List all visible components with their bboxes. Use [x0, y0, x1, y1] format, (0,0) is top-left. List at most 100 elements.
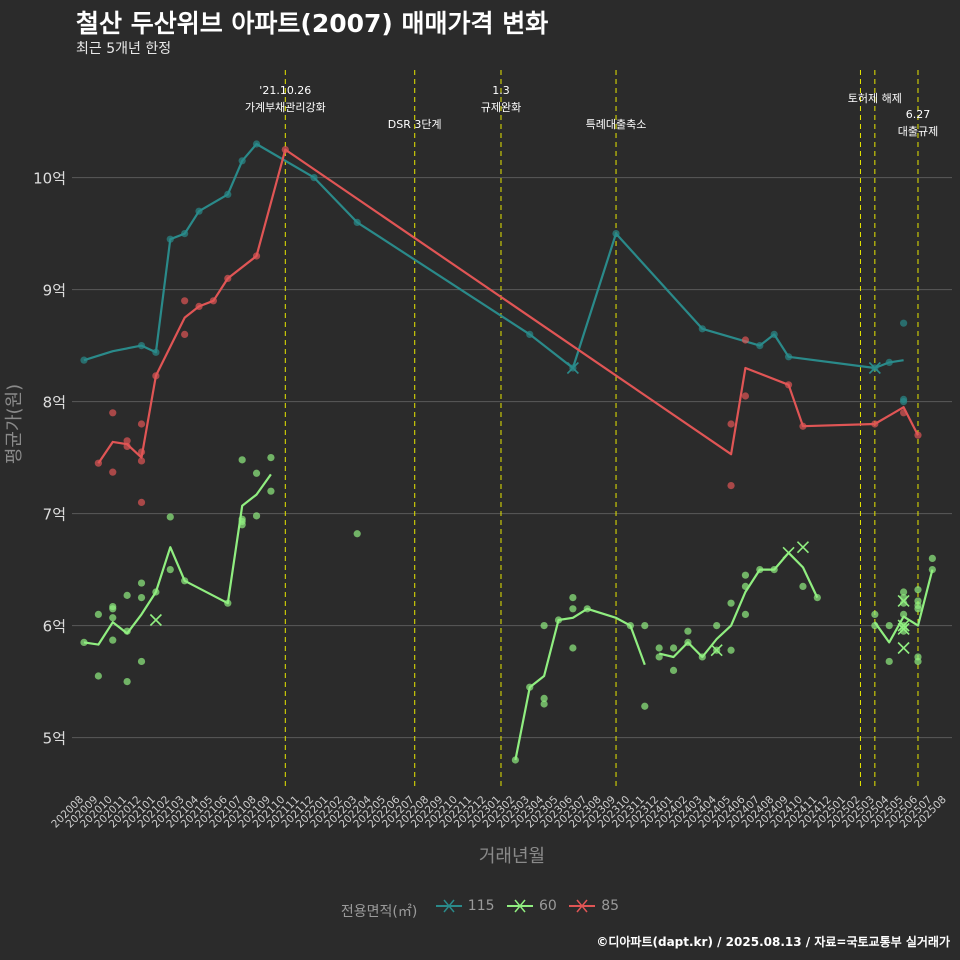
data-point-85 [252, 252, 261, 260]
data-point-60 [252, 469, 261, 477]
data-point-85 [871, 420, 879, 428]
data-point-85 [137, 420, 146, 428]
chart-subtitle: 최근 5개년 한정 [76, 41, 172, 57]
event-label: DSR 3단계 [388, 118, 442, 131]
event-label: 토허제 해제 [848, 91, 902, 105]
data-point-115 [770, 330, 778, 338]
data-point-60 [655, 644, 663, 652]
data-point-85 [281, 146, 289, 154]
data-point-60 [669, 644, 678, 652]
legend-key-115-icon [435, 899, 462, 913]
data-point-115 [756, 342, 764, 350]
y-tick-label: 7억 [43, 506, 66, 524]
data-point-60 [914, 605, 922, 613]
cross-point-60 [897, 622, 910, 636]
data-point-85 [109, 468, 117, 476]
series-line-85 [97, 148, 919, 464]
data-point-85 [195, 302, 203, 310]
data-point-60 [94, 610, 102, 619]
data-point-115 [784, 353, 793, 361]
data-point-60 [641, 702, 649, 710]
data-point-60 [928, 554, 936, 563]
data-point-115 [238, 157, 246, 165]
data-point-60 [655, 653, 663, 661]
data-point-60 [137, 594, 146, 602]
data-point-60 [238, 456, 246, 464]
data-point-115 [181, 230, 189, 238]
data-point-85 [123, 442, 131, 450]
data-point-60 [741, 610, 750, 619]
data-point-85 [181, 297, 189, 305]
data-point-115 [310, 174, 318, 182]
data-point-60 [569, 594, 577, 602]
data-point-60 [727, 599, 735, 607]
data-point-85 [123, 437, 131, 445]
event-label: 6.27 [906, 108, 931, 121]
cross-point-115 [566, 361, 579, 375]
data-point-60 [900, 588, 908, 596]
data-point-60 [166, 566, 174, 574]
data-point-85 [181, 330, 189, 338]
data-point-60 [741, 582, 750, 591]
series-line-115 [83, 142, 904, 370]
data-point-60 [252, 512, 261, 520]
data-point-60 [914, 657, 922, 666]
data-point-60 [914, 586, 922, 594]
data-point-85 [224, 274, 232, 282]
data-point-60 [540, 694, 548, 703]
data-point-85 [900, 409, 908, 417]
data-point-60 [137, 657, 146, 666]
source-caption: ©디아파트(dapt.kr) / 2025.08.13 / 자료=국토교통부 실… [596, 935, 950, 949]
data-point-115 [900, 398, 908, 406]
y-tick-label: 10억 [33, 170, 66, 188]
data-point-85 [137, 457, 146, 465]
cross-point-60 [710, 644, 723, 657]
cross-point-60 [897, 641, 910, 655]
data-point-60 [109, 636, 117, 644]
series-line-60 [83, 473, 272, 646]
data-point-85 [94, 459, 102, 467]
data-point-60 [727, 646, 735, 654]
data-point-115 [900, 319, 908, 327]
cross-point-60 [782, 546, 795, 559]
legend-title: 전용면적(㎡) [340, 904, 418, 920]
cross-point-60 [897, 594, 910, 608]
legend-item-85: 85 [567, 896, 619, 916]
data-point-60 [626, 622, 635, 630]
data-point-60 [80, 638, 88, 647]
data-point-115 [252, 140, 261, 148]
data-point-60 [166, 513, 174, 521]
y-tick-label: 9억 [43, 282, 66, 300]
data-point-85 [727, 420, 735, 428]
data-point-60 [238, 515, 246, 523]
data-point-85 [784, 381, 793, 389]
data-point-115 [80, 356, 88, 364]
data-point-60 [123, 678, 131, 686]
data-point-60 [569, 644, 577, 652]
data-point-115 [526, 330, 534, 338]
data-point-60 [770, 566, 778, 574]
data-point-60 [885, 657, 893, 666]
legend-item-60: 60 [505, 896, 557, 916]
data-point-60 [540, 622, 548, 630]
data-point-85 [799, 422, 807, 430]
chart-title: 철산 두산위브 아파트(2007) 매매가격 변화 [76, 9, 549, 38]
data-point-60 [123, 591, 131, 599]
data-point-60 [123, 627, 131, 635]
data-point-60 [109, 614, 117, 622]
data-point-60 [511, 756, 519, 764]
data-point-60 [353, 530, 361, 538]
y-tick-label: 5억 [43, 730, 66, 748]
legend: 전용면적(㎡) 115 60 85 [0, 896, 960, 921]
event-label: 특례대출축소 [586, 118, 647, 131]
data-point-60 [684, 638, 692, 647]
data-point-60 [94, 672, 102, 680]
series-line-60 [514, 607, 646, 761]
data-point-60 [871, 610, 879, 619]
data-point-115 [166, 235, 174, 243]
legend-label-85: 85 [601, 898, 620, 914]
y-tick-label: 6억 [43, 618, 66, 636]
data-point-60 [181, 577, 189, 585]
event-label: '21.10.26 [259, 84, 311, 97]
